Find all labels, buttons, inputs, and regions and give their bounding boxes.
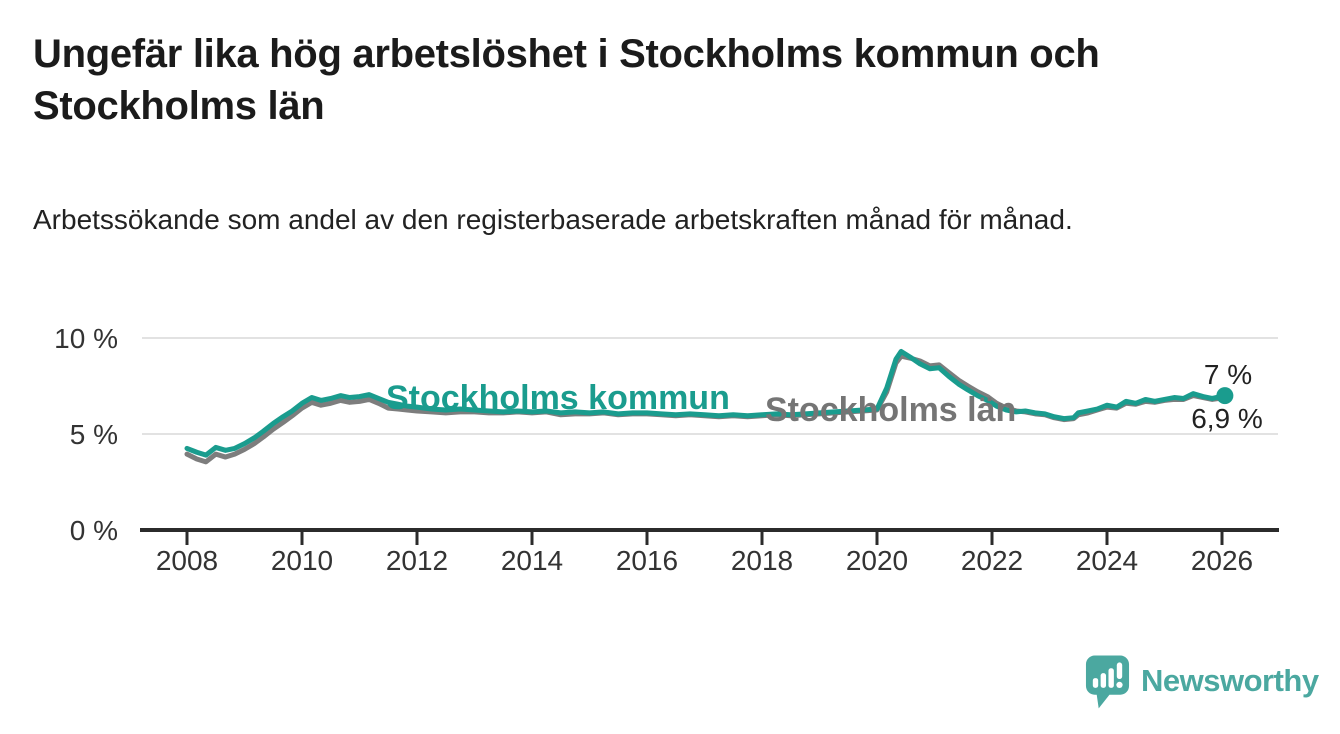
end-value-label: 6,9 % <box>1191 403 1263 434</box>
newsworthy-speech-bubble-bar-chart-icon <box>1085 655 1130 708</box>
y-tick-label: 10 % <box>54 323 118 354</box>
x-tick-label: 2018 <box>731 545 793 576</box>
x-tick-label: 2014 <box>501 545 563 576</box>
y-tick-label: 0 % <box>70 515 118 546</box>
x-tick-label: 2008 <box>156 545 218 576</box>
x-tick-label: 2026 <box>1191 545 1253 576</box>
series-line <box>184 348 1228 458</box>
x-tick-label: 2016 <box>616 545 678 576</box>
series-label: Stockholms kommun <box>386 379 730 417</box>
y-axis-labels: 10 % 5 % 0 % <box>54 323 118 546</box>
brand-name: Newsworthy <box>1141 663 1319 698</box>
page-title: Ungefär lika hög arbetslöshet i Stockhol… <box>33 32 1100 128</box>
end-value-labels: 7 % 6,9 % <box>1191 359 1263 434</box>
x-tick-label: 2020 <box>846 545 908 576</box>
series-inline-labels: Stockholms län Stockholms kommun <box>386 379 1016 429</box>
gridlines <box>142 337 1278 435</box>
x-tick-label: 2022 <box>961 545 1023 576</box>
series-label: Stockholms län <box>765 391 1016 429</box>
x-tick-label: 2024 <box>1076 545 1138 576</box>
y-tick-label: 5 % <box>70 419 118 450</box>
latest-value-dot <box>1216 387 1234 405</box>
end-value-label: 7 % <box>1204 359 1252 390</box>
x-tick-label: 2012 <box>386 545 448 576</box>
x-tick-label: 2010 <box>271 545 333 576</box>
x-axis: 2008 2010 2012 2014 2016 2018 2020 2022 2024 2026 <box>140 528 1279 576</box>
series-lines <box>184 348 1234 465</box>
page-subtitle: Arbetssökande som andel av den registerb… <box>33 204 1073 235</box>
newsworthy-branding: Newsworthy <box>1084 652 1319 710</box>
